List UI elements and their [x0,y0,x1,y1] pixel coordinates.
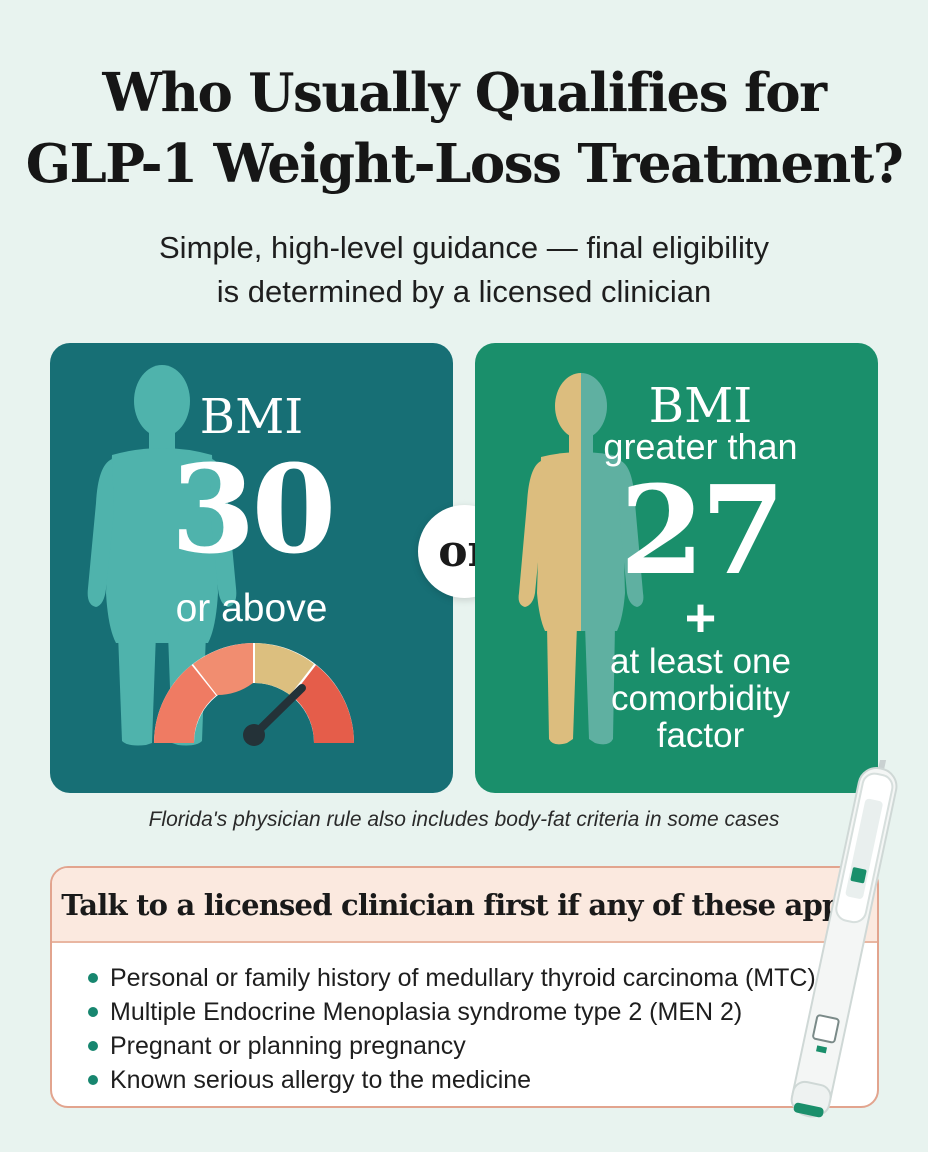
contraindications-list: Personal or family history of medullary … [52,943,877,1097]
left-bmi-value: 30 [170,437,337,581]
contraindications-box: Talk to a licensed clinician first if an… [50,866,879,1108]
bullet-icon [88,1041,98,1051]
left-bmi-label: BMI [199,389,304,445]
bmi-27-card: BMI greater than 27 + at least one comor… [475,343,878,793]
list-item: Multiple Endocrine Menoplasia syndrome t… [88,995,877,1029]
bullet-icon [88,973,98,983]
title-line-2: GLP-1 Weight-Loss Treatment? [25,133,904,195]
page-title: Who Usually Qualifies for GLP-1 Weight-L… [0,58,928,200]
comorbidity-line-2: comorbidity [611,679,790,718]
bullet-icon [88,1007,98,1017]
comorbidity-line-3: factor [656,716,745,755]
title-line-1: Who Usually Qualifies for [102,62,827,124]
florida-note: Florida's physician rule also includes b… [148,808,780,831]
bmi-30-card: BMI 30 or above [50,343,453,793]
list-item: Personal or family history of medullary … [88,961,877,995]
left-bmi-qualifier: or above [175,587,328,630]
list-item: Pregnant or planning pregnancy [88,1029,877,1063]
bmi-gauge-icon [154,643,354,746]
subtitle-line-2: is determined by a licensed clinician [216,274,712,309]
bullet-icon [88,1075,98,1085]
page-subtitle: Simple, high-level guidance — final elig… [0,226,928,314]
right-bmi-prefix: greater than [603,426,798,467]
right-bmi-value: 27 [619,458,786,602]
list-item: Known serious allergy to the medicine [88,1063,877,1097]
injection-pen-icon [790,760,898,1118]
contraindications-heading: Talk to a licensed clinician first if an… [52,868,877,943]
subtitle-line-1: Simple, high-level guidance — final elig… [159,230,769,265]
right-bmi-label: BMI [648,378,753,434]
human-silhouette-icon [87,365,237,746]
comorbidity-line-1: at least one [610,642,791,681]
plus-sign: + [684,588,717,648]
